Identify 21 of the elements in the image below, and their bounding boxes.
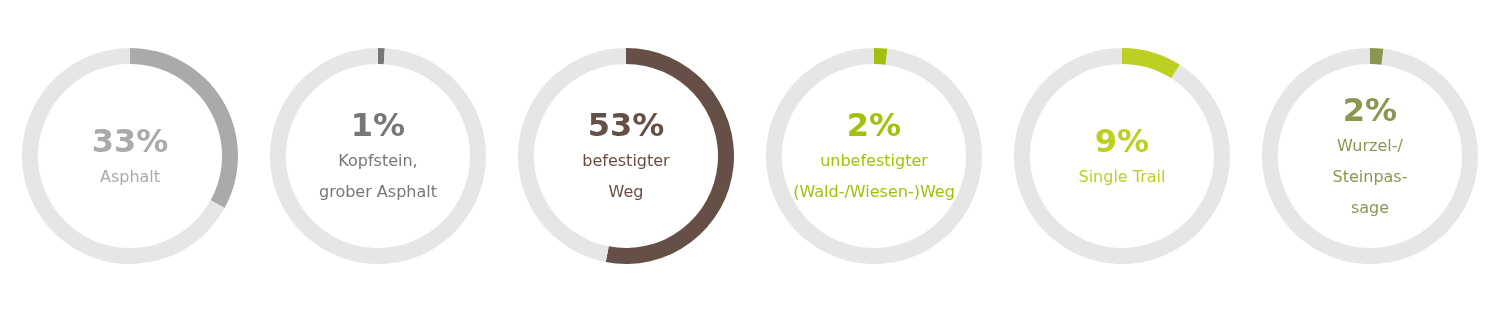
donut-slice: [378, 48, 385, 65]
slice-label: befestigter Weg: [582, 150, 670, 203]
donut-slice: [874, 48, 888, 65]
donut-slice: [1370, 48, 1384, 65]
donut-slice: [22, 48, 225, 264]
data-label: 53%: [587, 105, 665, 145]
donut-slice: [1122, 48, 1180, 79]
slice-label: Asphalt: [99, 165, 161, 188]
slice-label: Kopfstein, grober Asphalt: [319, 150, 437, 203]
donut-slice: [1262, 48, 1478, 264]
slice-label: Wurzel-/ Steinpas- sage: [1332, 134, 1408, 219]
donut-slice: [270, 48, 486, 264]
slice-label: unbefestigter (Wald-/Wiesen-)Weg: [793, 150, 955, 203]
data-label: 33%: [91, 120, 169, 161]
data-label: 1%: [350, 105, 406, 145]
donut-slice: [766, 48, 982, 264]
data-label: 9%: [1094, 120, 1150, 161]
slice-label: Single Trail: [1078, 165, 1166, 188]
data-label: 2%: [846, 105, 902, 145]
donut-slice: [1014, 48, 1230, 264]
data-label: 2%: [1342, 89, 1398, 130]
